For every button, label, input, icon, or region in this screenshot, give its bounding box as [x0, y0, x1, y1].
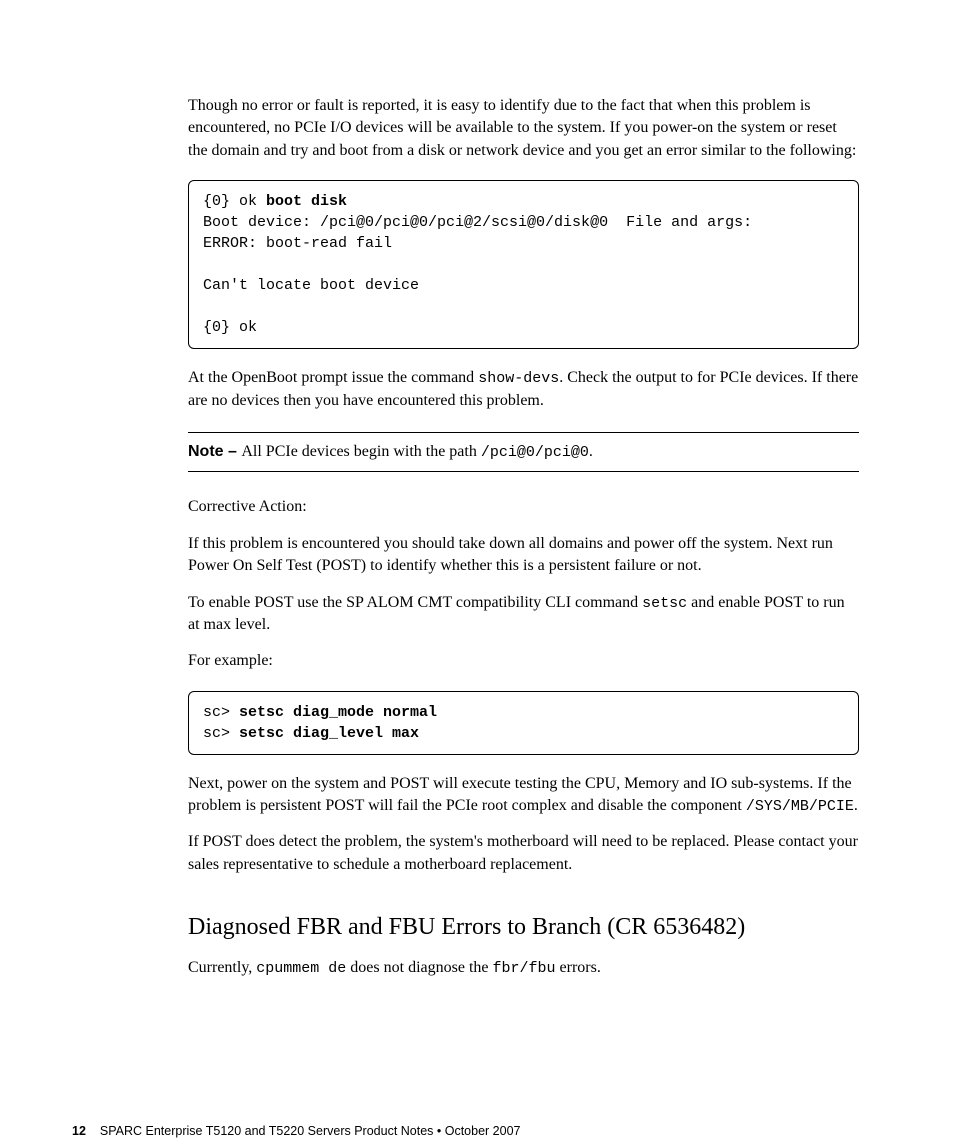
page-number: 12: [72, 1124, 86, 1138]
document-page: Though no error or fault is reported, it…: [0, 0, 954, 1034]
code-line: {0} ok: [203, 193, 266, 210]
inline-code: fbr/fbu: [493, 960, 556, 977]
code-block-setsc: sc> setsc diag_mode normal sc> setsc dia…: [188, 691, 859, 755]
text-fragment: does not diagnose the: [346, 959, 492, 976]
section-heading: Diagnosed FBR and FBU Errors to Branch (…: [188, 914, 859, 941]
text-fragment: .: [854, 797, 858, 814]
note-label: Note –: [188, 443, 241, 460]
inline-code: setsc: [642, 595, 687, 612]
example-label: For example:: [188, 650, 859, 672]
code-line: {0} ok: [203, 319, 257, 336]
footer-text: SPARC Enterprise T5120 and T5220 Servers…: [100, 1124, 521, 1138]
inline-code: show-devs: [478, 370, 559, 387]
inline-code: /pci@0/pci@0: [481, 444, 589, 461]
code-line: sc>: [203, 725, 239, 742]
intro-paragraph: Though no error or fault is reported, it…: [188, 95, 859, 162]
code-block-boot: {0} ok boot disk Boot device: /pci@0/pci…: [188, 180, 859, 349]
text-fragment: errors.: [556, 959, 601, 976]
corrective-label: Corrective Action:: [188, 496, 859, 518]
code-bold: setsc diag_level max: [239, 725, 419, 742]
page-footer: 12 SPARC Enterprise T5120 and T5220 Serve…: [0, 1124, 954, 1138]
next-paragraph-1: Next, power on the system and POST will …: [188, 773, 859, 818]
corrective-paragraph-2: To enable POST use the SP ALOM CMT compa…: [188, 592, 859, 637]
inline-code: cpummem de: [256, 960, 346, 977]
code-bold: boot disk: [266, 193, 347, 210]
text-fragment: Currently,: [188, 959, 256, 976]
next-paragraph-2: If POST does detect the problem, the sys…: [188, 831, 859, 876]
note-block: Note – All PCIe devices begin with the p…: [188, 432, 859, 472]
text-fragment: To enable POST use the SP ALOM CMT compa…: [188, 594, 642, 611]
code-line: ERROR: boot-read fail: [203, 235, 392, 252]
note-text: All PCIe devices begin with the path: [241, 443, 481, 460]
inline-code: /SYS/MB/PCIE: [746, 798, 854, 815]
note-text: .: [589, 443, 593, 460]
corrective-paragraph-1: If this problem is encountered you shoul…: [188, 533, 859, 578]
code-bold: setsc diag_mode normal: [239, 704, 437, 721]
openboot-paragraph: At the OpenBoot prompt issue the command…: [188, 367, 859, 412]
text-fragment: At the OpenBoot prompt issue the command: [188, 369, 478, 386]
code-line: Boot device: /pci@0/pci@0/pci@2/scsi@0/d…: [203, 214, 752, 231]
code-line: Can't locate boot device: [203, 277, 419, 294]
code-line: sc>: [203, 704, 239, 721]
diag-paragraph: Currently, cpummem de does not diagnose …: [188, 957, 859, 979]
